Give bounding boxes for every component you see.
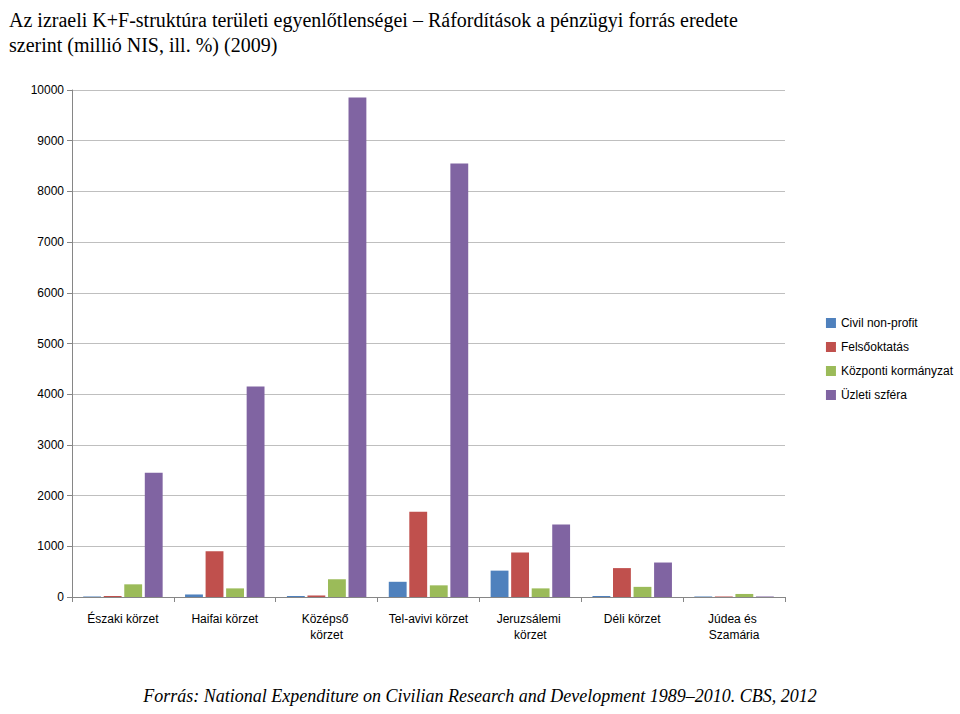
svg-text:Civil non-profit: Civil non-profit	[841, 316, 918, 330]
svg-text:körzet: körzet	[514, 628, 547, 642]
svg-text:Júdea és: Júdea és	[708, 612, 760, 626]
svg-text:3000: 3000	[37, 438, 64, 452]
svg-text:Szamária: Szamária	[709, 628, 760, 642]
svg-text:1000: 1000	[37, 539, 64, 553]
svg-text:2000: 2000	[37, 489, 64, 503]
svg-text:0: 0	[57, 590, 64, 604]
svg-text:körzet: körzet	[310, 628, 343, 642]
svg-text:szerint (millió NIS, ill. %) (: szerint (millió NIS, ill. %) (2009)	[9, 34, 277, 57]
svg-text:5000: 5000	[37, 337, 64, 351]
svg-text:Északi körzet: Északi körzet	[87, 611, 159, 626]
svg-text:Jeruzsálemi: Jeruzsálemi	[497, 612, 564, 626]
svg-text:Üzleti szféra: Üzleti szféra	[841, 388, 907, 402]
svg-text:6000: 6000	[37, 286, 64, 300]
svg-text:4000: 4000	[37, 387, 64, 401]
svg-text:8000: 8000	[37, 184, 64, 198]
svg-text:Tel-avivi körzet: Tel-avivi körzet	[389, 612, 469, 626]
svg-text:Felsőoktatás: Felsőoktatás	[841, 340, 909, 354]
svg-text:7000: 7000	[37, 235, 64, 249]
svg-text:Haifai körzet: Haifai körzet	[191, 612, 258, 626]
svg-text:9000: 9000	[37, 134, 64, 148]
svg-text:Déli körzet: Déli körzet	[604, 612, 661, 626]
svg-text:Középső: Középső	[302, 612, 352, 626]
svg-text:Forrás: National Expenditure o: Forrás: National Expenditure on Civilian…	[142, 686, 817, 706]
svg-text:10000: 10000	[31, 83, 65, 97]
svg-text:Központi kormányzat: Központi kormányzat	[841, 364, 954, 378]
svg-text:Az izraeli K+F-struktúra terül: Az izraeli K+F-struktúra területi egyenl…	[9, 9, 743, 32]
